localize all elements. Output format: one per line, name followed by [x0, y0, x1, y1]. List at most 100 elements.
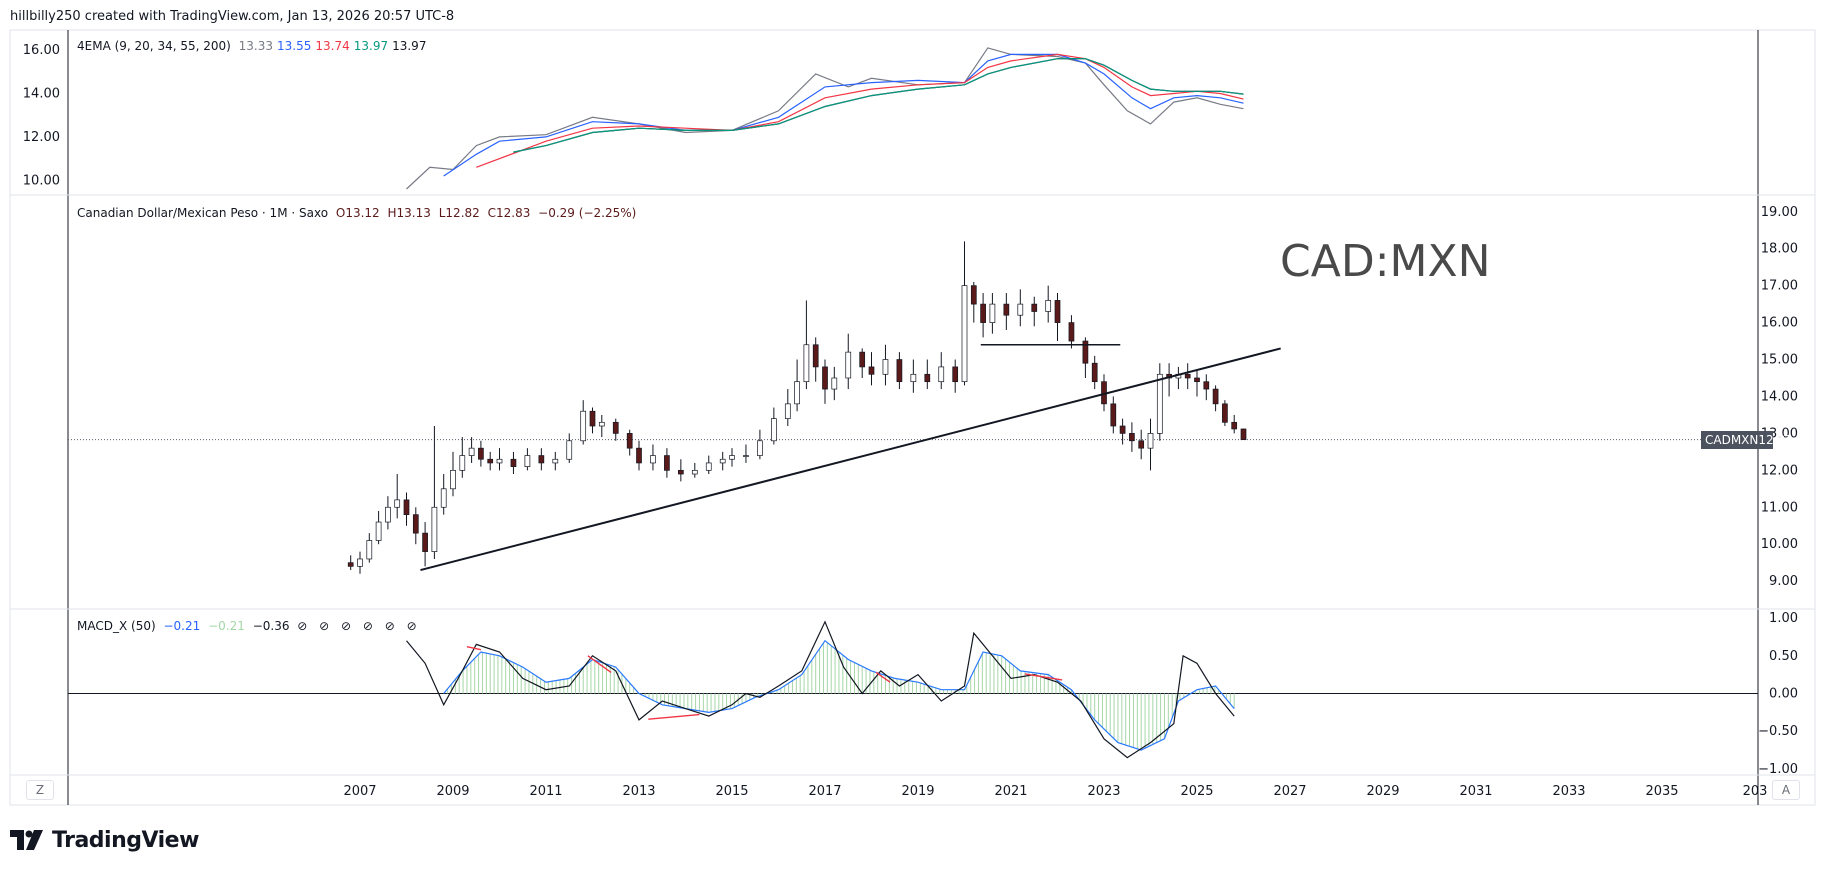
candle-body	[938, 366, 945, 383]
ema-line-ema34	[513, 58, 1244, 153]
time-tick: 2031	[1459, 784, 1492, 799]
macd-pane: 1.00 0.50 0.00 −0.50 −1.00	[68, 611, 1798, 777]
price-y-tick: 15.00	[1761, 353, 1798, 368]
candle-body	[868, 366, 875, 375]
candle-body	[831, 377, 838, 390]
price-y-tick: 19.00	[1761, 205, 1798, 220]
candle-body	[626, 433, 633, 449]
candle-body	[496, 458, 503, 464]
outer-border	[9, 29, 1816, 806]
candle-body	[794, 381, 800, 405]
price-y-tick: 11.00	[1761, 500, 1798, 515]
time-tick: 2027	[1273, 784, 1306, 799]
candle-body	[1194, 377, 1200, 383]
time-tick: 2025	[1180, 784, 1213, 799]
candle-body	[450, 469, 456, 490]
ema-legend[interactable]: 4EMA (9, 20, 34, 55, 200) 13.33 13.55 13.7…	[77, 39, 434, 53]
candle-body	[636, 447, 642, 464]
ema-line-ema9	[406, 47, 1244, 190]
candle-body	[1068, 322, 1075, 342]
macd-divergence	[587, 655, 612, 673]
candle-body	[366, 540, 373, 560]
ema-y-tick: 12.00	[23, 130, 60, 145]
candle-body	[691, 469, 698, 475]
candle-body	[1054, 300, 1061, 323]
price-y-tick: 16.00	[1761, 316, 1798, 331]
candle-body	[882, 359, 889, 375]
candle-body	[580, 410, 587, 442]
candle-body	[1138, 440, 1145, 449]
macd-legend[interactable]: MACD_X (50) −0.21 −0.21 −0.36 ⊘ ⊘ ⊘ ⊘ ⊘ …	[77, 619, 425, 633]
candle-body	[1017, 303, 1024, 316]
candle-body	[1003, 303, 1010, 316]
candle-body	[845, 351, 852, 379]
candle-body	[1091, 362, 1098, 383]
candle-body	[1184, 373, 1191, 379]
time-tick: 2033	[1552, 784, 1585, 799]
time-tick: 2019	[901, 784, 934, 799]
zoom-z-button[interactable]: Z	[26, 780, 54, 800]
candle-body	[770, 418, 777, 442]
candle-body	[1082, 340, 1089, 364]
candle-body	[812, 344, 819, 368]
ema-legend-value: 13.74	[315, 39, 350, 53]
candle-body	[1129, 433, 1135, 442]
candle-body	[1231, 421, 1238, 430]
candle-body	[538, 455, 545, 464]
candle-body	[1203, 381, 1210, 390]
candle-body	[598, 421, 605, 427]
candle-body	[910, 373, 917, 383]
time-tick: 2029	[1366, 784, 1399, 799]
candle-body	[743, 455, 749, 457]
candle-body	[468, 447, 475, 456]
ema-y-tick: 14.00	[23, 86, 60, 101]
price-y-tick: 14.00	[1761, 389, 1798, 404]
legend-low: L12.82	[438, 206, 480, 220]
candle-body	[394, 499, 401, 508]
candle-body	[989, 303, 996, 323]
time-tick: 2021	[994, 784, 1027, 799]
ema-legend-value: 13.55	[277, 39, 312, 53]
time-tick: 2015	[715, 784, 748, 799]
macd-y-tick: −0.50	[1758, 724, 1798, 739]
candle-body	[552, 458, 559, 464]
tradingview-logo-icon	[10, 830, 43, 850]
candle-body	[803, 344, 810, 383]
price-pane: 19.0018.0017.0016.0015.0014.0013.0012.00…	[68, 205, 1798, 589]
ema-line-ema200	[513, 58, 1244, 153]
candle-body	[487, 458, 494, 464]
candle-body	[719, 458, 726, 464]
ema-pane: 16.00 14.00 12.00 10.00	[23, 43, 1244, 190]
candle-body	[1147, 433, 1154, 449]
auto-scale-button[interactable]: A	[1772, 780, 1800, 800]
macd-divergence	[648, 713, 700, 720]
time-tick: 2023	[1087, 784, 1120, 799]
trendline	[420, 347, 1281, 572]
price-y-tick: 12.00	[1761, 463, 1798, 478]
time-tick: 2013	[622, 784, 655, 799]
last-price-tag: CADMXN 12.83	[1701, 430, 1793, 449]
ema-legend-value: 13.97	[353, 39, 389, 53]
candle-body	[1110, 403, 1117, 427]
macd-value-1: −0.21	[163, 619, 201, 633]
ema-line-ema20	[443, 53, 1244, 177]
candle-body	[440, 488, 447, 508]
main-legend[interactable]: Canadian Dollar/Mexican Peso · 1M · Saxo…	[77, 206, 640, 220]
tradingview-logo[interactable]: TradingView	[10, 826, 199, 854]
macd-hidden-icons[interactable]: ⊘ ⊘ ⊘ ⊘ ⊘ ⊘	[297, 619, 421, 633]
macd-divergence	[466, 646, 482, 651]
ema-legend-name: 4EMA (9, 20, 34, 55, 200)	[77, 39, 231, 53]
macd-y-tick: 0.00	[1769, 687, 1798, 702]
chart-frame	[9, 29, 1816, 806]
candle-body	[961, 285, 968, 383]
ema-legend-value: 13.33	[238, 39, 274, 53]
candle-body	[1156, 373, 1163, 434]
candle-body	[478, 447, 484, 460]
candle-body	[412, 514, 419, 534]
legend-change: −0.29 (−2.25%)	[538, 206, 637, 220]
macd-line	[406, 620, 1235, 759]
main-legend-name: Canadian Dollar/Mexican Peso · 1M · Saxo	[77, 206, 329, 220]
candle-body	[859, 351, 866, 368]
candle-body	[566, 440, 573, 460]
